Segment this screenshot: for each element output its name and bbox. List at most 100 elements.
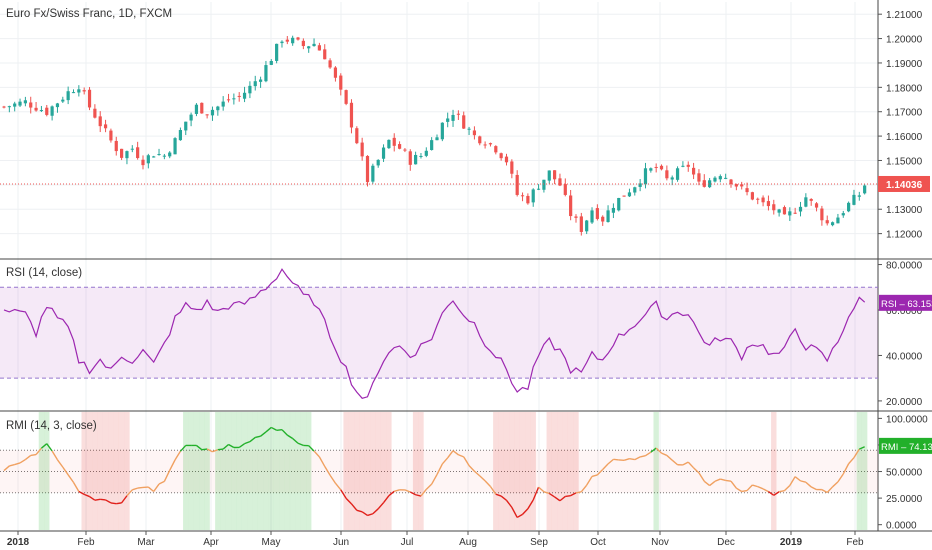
candle — [510, 161, 514, 174]
candle — [782, 207, 787, 215]
rmi-line-segment — [634, 456, 641, 461]
candle — [77, 89, 81, 93]
rmi-overbought-shade — [193, 412, 200, 530]
rmi-oversold-shade — [81, 412, 87, 530]
rmi-oversold-shade — [503, 412, 510, 530]
rmi-oversold-shade — [359, 412, 365, 530]
rmi-line-segment — [859, 446, 865, 450]
rmi-overbought-shade — [241, 412, 248, 530]
rmi-line-segment — [24, 454, 32, 461]
rmi-line-segment — [645, 451, 652, 457]
rmi-line-segment — [116, 502, 122, 505]
candle — [435, 137, 439, 141]
rmi-line-segment — [404, 489, 411, 493]
rmi-overbought-shade — [44, 412, 50, 530]
rmi-overbought-shade — [300, 412, 307, 530]
rmi-line-segment — [725, 479, 732, 482]
rmi-oversold-shade — [546, 412, 552, 530]
rmi-oversold-shade — [412, 412, 419, 530]
rmi-line-segment — [14, 462, 21, 466]
rmi-pane[interactable] — [0, 412, 878, 530]
rmi-line-segment — [500, 495, 507, 501]
rmi-line-segment — [217, 448, 224, 451]
candle — [237, 95, 241, 97]
candle — [675, 168, 680, 180]
candle — [141, 159, 145, 166]
rsi-title: RSI (14, close) — [6, 267, 82, 279]
candle — [788, 211, 792, 216]
rmi-line-segment — [265, 426, 272, 433]
candle — [323, 49, 327, 60]
rsi-tick-label: 40.0000 — [886, 351, 923, 362]
candle — [643, 168, 648, 185]
candle — [638, 183, 642, 187]
rmi-line-segment — [281, 429, 288, 436]
rmi-line-segment — [473, 470, 481, 477]
time-axis[interactable]: 2018 Feb Mar Apr May Jun Jul Aug Sep Oct Nov Dec 201… — [7, 531, 864, 548]
candle — [499, 153, 503, 159]
rmi-line-segment — [703, 480, 711, 487]
rmi-line-segment — [425, 483, 433, 490]
rmi-oversold-shade — [380, 412, 387, 530]
rmi-line-segment — [826, 486, 834, 493]
rmi-line-segment — [132, 487, 138, 491]
rmi-line-segment — [489, 486, 497, 495]
candle — [355, 128, 359, 144]
candle — [847, 202, 851, 212]
candle — [87, 89, 92, 108]
candle — [756, 198, 760, 200]
rmi-line-segment — [318, 456, 326, 467]
candle — [184, 121, 188, 131]
candle — [627, 192, 632, 197]
rmi-line-segment — [94, 498, 101, 501]
candle — [681, 165, 685, 167]
rmi-line-segment — [356, 509, 363, 513]
candle — [809, 198, 813, 201]
candle — [515, 174, 519, 195]
candle — [178, 130, 183, 141]
rsi-pane[interactable] — [0, 268, 878, 399]
rmi-line-segment — [559, 495, 566, 502]
candle — [617, 197, 621, 211]
rmi-overbought-shade — [653, 412, 659, 530]
rmi-line-segment — [629, 458, 635, 461]
rmi-line-segment — [206, 448, 213, 453]
candle — [590, 210, 594, 223]
candle — [103, 124, 108, 129]
rmi-line-segment — [842, 463, 850, 475]
rmi-overbought-shade — [268, 412, 274, 530]
rmi-line-segment — [297, 442, 304, 447]
rmi-overbought-shade — [183, 412, 189, 530]
rmi-line-segment — [340, 489, 347, 499]
candle — [585, 220, 589, 232]
candle — [23, 100, 27, 104]
rmi-oversold-shade — [92, 412, 98, 530]
rmi-line-segment — [361, 511, 368, 516]
candle — [611, 207, 616, 213]
rmi-line-segment — [762, 488, 769, 493]
chart-title: Euro Fx/Swiss Franc, 1D, FXCM — [6, 8, 172, 20]
candle — [526, 195, 530, 204]
rmi-line-segment — [848, 457, 855, 465]
price-pane[interactable] — [0, 35, 878, 236]
rmi-line-segment — [415, 494, 422, 497]
rmi-line-segment — [661, 452, 668, 457]
rmi-line-segment — [623, 458, 630, 461]
rmi-line-segment — [409, 491, 416, 496]
price-tick-label: 1.17000 — [886, 108, 923, 119]
candle — [93, 108, 97, 118]
candle — [45, 107, 49, 115]
candle — [226, 99, 231, 101]
rmi-line-segment — [121, 495, 128, 504]
rmi-overbought-shade — [273, 412, 280, 530]
candle — [766, 201, 771, 207]
candle — [296, 37, 300, 40]
rmi-line-segment — [441, 457, 449, 465]
rmi-line-segment — [495, 493, 502, 497]
candle — [670, 177, 674, 180]
candle — [745, 188, 749, 193]
price-axis[interactable]: 1.120001.130001.140001.150001.160001.170… — [878, 10, 932, 532]
rmi-line-segment — [228, 443, 235, 449]
candle — [750, 192, 754, 200]
candle — [339, 75, 343, 90]
